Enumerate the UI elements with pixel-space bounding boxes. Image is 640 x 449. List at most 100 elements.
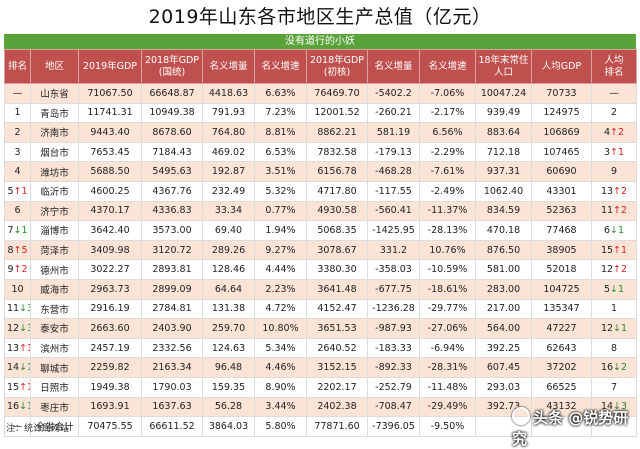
- cell-rate1: 9.27%: [254, 239, 307, 261]
- cell-gdp2018_init: 4152.47: [306, 298, 368, 320]
- cell-gdp2018_nat: 4367.76: [141, 180, 203, 202]
- cell-rate1: 0.77%: [254, 200, 307, 222]
- rank-cell: —: [4, 416, 31, 437]
- cell-rate2: -29.49%: [419, 396, 476, 418]
- cell-gdp2018_nat: 3573.00: [141, 220, 203, 241]
- cell-region: 潍坊市: [30, 161, 79, 182]
- cell-inc2: -987.93: [367, 318, 420, 339]
- table-row: 11↓3东营市2916.192784.81131.384.72%4152.47-…: [4, 298, 637, 320]
- cell-per_capita: 43301: [531, 180, 592, 202]
- cell-region: 菏泽市: [30, 239, 79, 261]
- cell-inc1: 128.46: [202, 259, 255, 280]
- cell-gdp2019: 1693.91: [78, 396, 142, 418]
- watermark-icon: [512, 407, 530, 425]
- cell-gdp2018_init: 2402.38: [306, 396, 368, 418]
- per-capita-rank-cell: 14↓3: [591, 396, 637, 418]
- cell-inc2: -677.75: [367, 278, 420, 300]
- cell-rate1: 3.44%: [254, 396, 307, 418]
- cell-rate1: 6.63%: [254, 83, 307, 104]
- cell-pop: 564.00: [475, 318, 532, 339]
- cell-rate1: 10.80%: [254, 318, 307, 339]
- column-header: 排名: [4, 49, 31, 84]
- cell-gdp2018_init: 76469.70: [306, 83, 368, 104]
- cell-rate1: 3.51%: [254, 161, 307, 182]
- per-capita-rank-cell: 12↑2: [591, 259, 637, 280]
- cell-inc1: 289.26: [202, 239, 255, 261]
- cell-rate2: -10.59%: [419, 259, 476, 280]
- cell-gdp2018_nat: 1637.63: [141, 396, 203, 418]
- cell-gdp2018_init: 4717.80: [306, 180, 368, 202]
- cell-gdp2018_init: 77871.60: [306, 416, 368, 437]
- per-capita-rank-cell: 15↑1: [591, 239, 637, 261]
- source-note: 注：统计局网站: [6, 424, 70, 434]
- table-row: 8↑5 菏泽市 3409.98 3120.72 289.26 9.27% 3078.67 33…: [4, 239, 637, 261]
- per-capita-rank-change: ↑2: [613, 185, 628, 197]
- cell-pop: 876.50: [475, 239, 532, 261]
- cell-region: 枣庄市: [30, 396, 79, 418]
- rank-change: ↓1: [13, 224, 28, 236]
- cell-inc1: 469.02: [202, 141, 255, 163]
- cell-inc2: -183.33: [367, 337, 420, 359]
- cell-rate2: 6.56%: [419, 122, 476, 143]
- cell-rate2: -18.61%: [419, 278, 476, 300]
- cell-gdp2019: 3642.40: [78, 220, 142, 241]
- per-capita-rank-change: ↑2: [613, 264, 628, 276]
- rank-change: ↑5: [13, 244, 28, 256]
- rank-change: ↓3: [19, 322, 29, 334]
- cell-region: 淄博市: [30, 220, 79, 241]
- subtitle-bar: 没有道行的小妖: [4, 34, 636, 49]
- cell-gdp2019: 1949.38: [78, 376, 142, 398]
- cell-rate2: 10.76%: [419, 239, 476, 261]
- cell-inc2: 581.19: [367, 122, 420, 143]
- cell-rate1: 8.90%: [254, 376, 307, 398]
- per-capita-rank-change: ↑1: [613, 244, 628, 256]
- cell-inc1: 4418.63: [202, 83, 255, 104]
- per-capita-rank-change: ↓1: [610, 224, 625, 236]
- rank-cell: 12↓3: [4, 318, 31, 339]
- cell-gdp2018_nat: 3120.72: [141, 239, 203, 261]
- cell-gdp2019: 2663.60: [78, 318, 142, 339]
- cell-gdp2019: 11741.31: [78, 102, 142, 124]
- cell-rate2: -27.06%: [419, 318, 476, 339]
- per-capita-rank-cell: 1: [591, 298, 637, 320]
- cell-pop: 392.25: [475, 337, 532, 359]
- cell-gdp2018_nat: 8678.60: [141, 122, 203, 143]
- cell-rate1: 5.34%: [254, 337, 307, 359]
- per-capita-rank-change: ↓2: [613, 362, 628, 374]
- cell-per_capita: 66525: [531, 376, 592, 398]
- cell-region: 滨州市: [30, 337, 79, 359]
- cell-pop: 607.45: [475, 357, 532, 378]
- cell-gdp2018_nat: 2899.09: [141, 278, 203, 300]
- cell-per_capita: 62643: [531, 337, 592, 359]
- column-header: 名义增量: [202, 49, 255, 84]
- per-capita-rank-cell: 11↑2: [591, 200, 637, 222]
- rank-cell: 6: [4, 200, 31, 222]
- per-capita-rank-cell: 6↓1: [591, 220, 637, 241]
- cell-gdp2019: 4600.25: [78, 180, 142, 202]
- cell-per_capita: 37202: [531, 357, 592, 378]
- page-title: 2019年山东各市地区生产总值（亿元）: [148, 6, 492, 28]
- cell-rate2: -11.37%: [419, 200, 476, 222]
- column-header: 名义增量: [367, 49, 420, 84]
- cell-gdp2019: 71067.50: [78, 83, 142, 104]
- cell-gdp2018_nat: 2403.90: [141, 318, 203, 339]
- rank-cell: 1: [4, 102, 31, 124]
- cell-rate1: 4.72%: [254, 298, 307, 320]
- cell-inc2: -252.79: [367, 376, 420, 398]
- column-header: 地区: [30, 49, 79, 84]
- cell-gdp2018_nat: 2893.81: [141, 259, 203, 280]
- cell-rate2: -7.61%: [419, 161, 476, 182]
- cell-gdp2018_init: 4930.58: [306, 200, 368, 222]
- cell-per_capita: 52363: [531, 200, 592, 222]
- per-capita-rank-cell: 16↓2: [591, 357, 637, 378]
- cell-gdp2018_nat: 5495.63: [141, 161, 203, 182]
- rank-change: ↓1: [19, 401, 29, 413]
- column-header: 2018年GDP (国统): [141, 49, 203, 84]
- table-row: 12↓3泰安市2663.602403.90259.7010.80%3651.53…: [4, 318, 637, 339]
- cell-pop: 283.00: [475, 278, 532, 300]
- cell-rate2: -29.77%: [419, 298, 476, 320]
- per-capita-rank-cell: —: [591, 83, 637, 104]
- cell-rate1: 6.53%: [254, 141, 307, 163]
- table-header: 排名 地区 2019年GDP 2018年GDP (国统) 名义增量 名义增速 2018年GDP…: [4, 49, 637, 84]
- per-capita-rank-cell: 13↑2: [591, 180, 637, 202]
